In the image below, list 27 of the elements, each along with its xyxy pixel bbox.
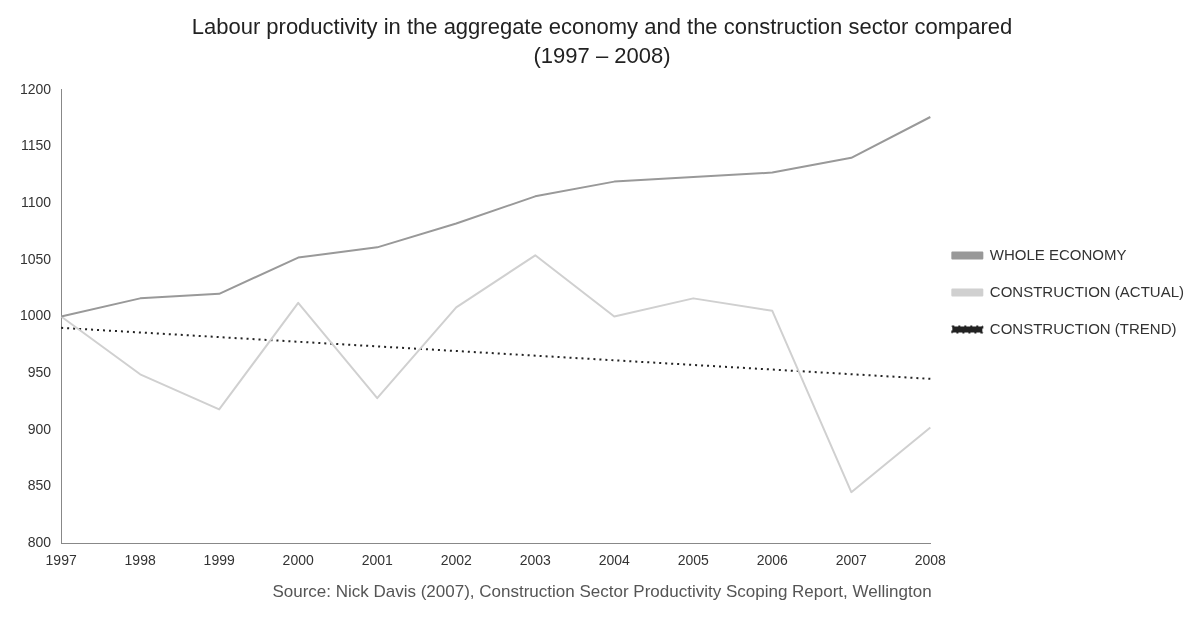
y-tick-label: 900: [27, 420, 52, 437]
x-tick-label: 2000: [282, 552, 314, 569]
x-tick-label: 2002: [440, 552, 473, 569]
y-tick-label: 800: [27, 534, 52, 551]
y-tick-label: 1100: [21, 194, 52, 211]
x-tick-label: 2005: [677, 552, 710, 569]
y-tick-label: 1150: [21, 137, 52, 154]
x-tick-label: 2006: [756, 552, 789, 569]
y-tick-label: 950: [27, 364, 52, 381]
legend-label: CONSTRUCTION (TREND): [989, 319, 1177, 337]
y-tick-label: 1000: [19, 307, 52, 324]
x-tick-label: 1997: [45, 552, 77, 569]
chart-subtitle: (1997 – 2008): [533, 42, 671, 68]
chart-title: Labour productivity in the aggregate economy and the construction sector compared: [191, 14, 1013, 40]
x-tick-label: 2003: [519, 552, 552, 569]
x-tick-label: 2004: [598, 552, 631, 569]
x-tick-label: 2008: [914, 552, 947, 569]
source-note: Source: Nick Davis (2007), Construction Sector Productivity Scoping Report, Wellington: [271, 582, 933, 602]
x-tick-label: 2007: [835, 552, 868, 569]
x-tick-label: 2001: [361, 552, 393, 569]
legend-label: WHOLE ECONOMY: [989, 245, 1127, 263]
x-tick-label: 1998: [124, 552, 156, 569]
y-tick-label: 1050: [19, 250, 52, 267]
legend-label: CONSTRUCTION (ACTUAL): [989, 282, 1185, 300]
y-tick-label: 1200: [19, 80, 52, 97]
x-tick-label: 1999: [203, 552, 235, 569]
y-tick-label: 850: [27, 477, 52, 494]
